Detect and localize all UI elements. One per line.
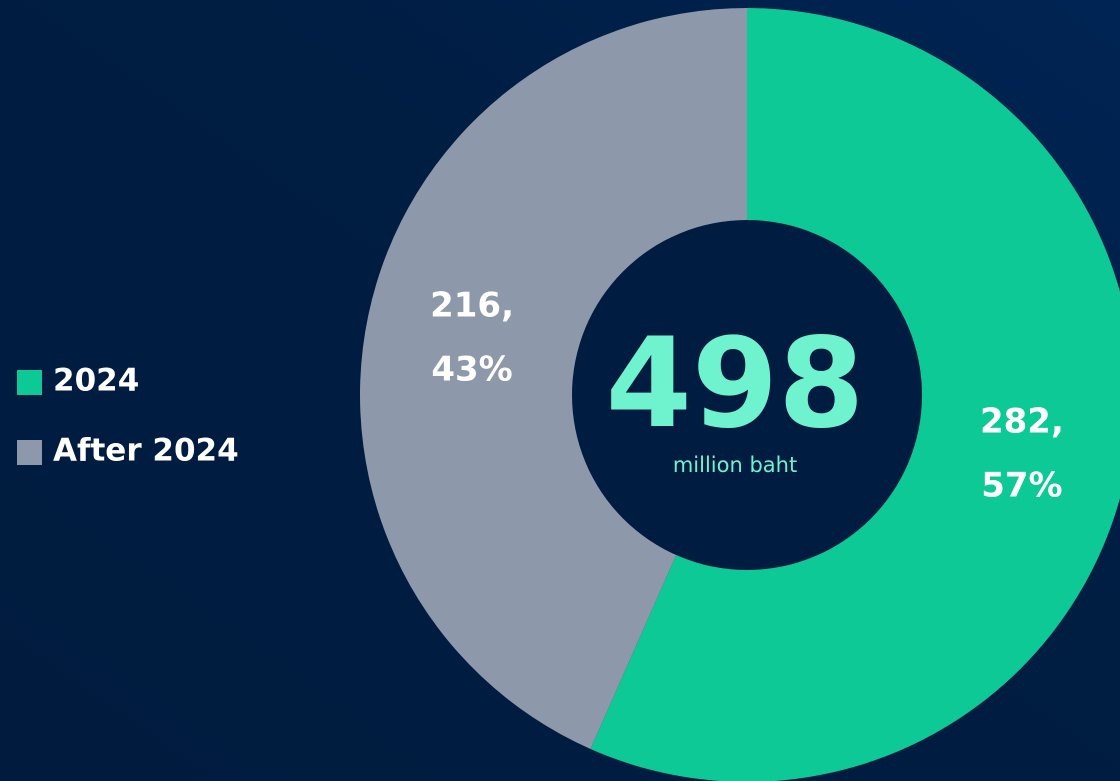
total-value: 498 <box>606 312 865 456</box>
legend-swatch <box>17 440 42 465</box>
legend-label: 2024 <box>53 363 139 399</box>
percent-label: 57% <box>981 466 1062 506</box>
donut-hole <box>572 220 922 570</box>
total-caption: million baht <box>673 453 797 477</box>
wedge <box>360 8 747 749</box>
percent-label: 43% <box>431 349 512 389</box>
legend-swatch <box>17 370 42 395</box>
value-label: 216, <box>430 285 514 325</box>
legend-label: After 2024 <box>53 433 239 469</box>
value-label: 282, <box>980 402 1064 442</box>
